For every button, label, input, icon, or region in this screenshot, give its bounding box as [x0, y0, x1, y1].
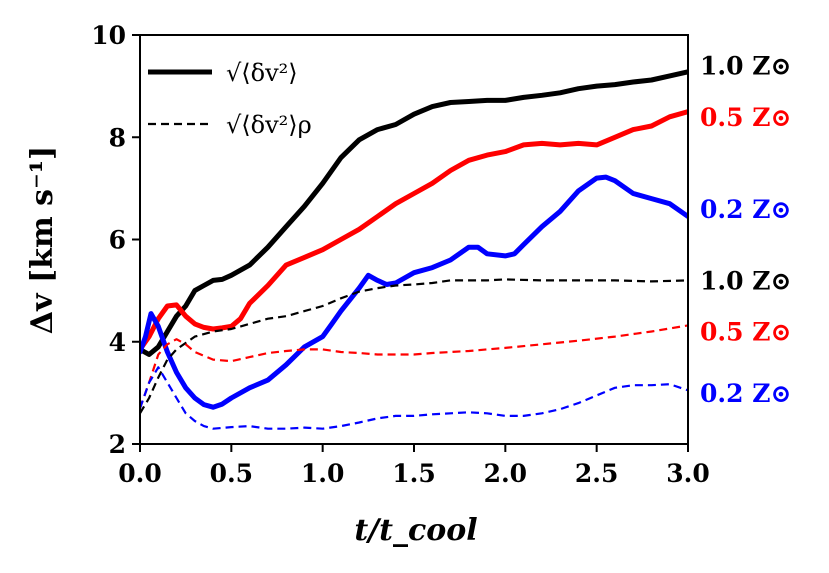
- series-line-1: [140, 69, 688, 357]
- series-line-4: [140, 278, 688, 414]
- series-label-6: 0.2 Z⊙: [700, 379, 791, 408]
- legend-label-solid: √⟨δv²⟩: [226, 59, 298, 87]
- series-label-5: 0.5 Z⊙: [700, 318, 791, 347]
- x-tick-label: 2.0: [484, 459, 528, 488]
- x-axis-title: t/t_cool: [354, 513, 477, 548]
- series-line-6: [140, 366, 688, 430]
- y-tick-label: 10: [91, 21, 126, 50]
- series-line-2: [140, 109, 688, 352]
- series-label-1: 1.0 Z⊙: [700, 52, 791, 81]
- series-label-4: 1.0 Z⊙: [700, 266, 791, 295]
- x-tick-label: 0.5: [210, 459, 254, 488]
- y-tick-label: 2: [109, 430, 126, 459]
- series-line-3: [140, 174, 688, 410]
- x-tick-label: 1.5: [392, 459, 436, 488]
- x-tick-label: 3.0: [666, 459, 710, 488]
- y-tick-label: 4: [109, 328, 126, 357]
- y-tick-label: 6: [109, 226, 126, 255]
- series-lines: [140, 69, 688, 430]
- y-tick-label: 8: [109, 123, 126, 152]
- plot-frame: [139, 34, 689, 445]
- series-label-2: 0.5 Z⊙: [700, 103, 791, 132]
- series-line-5: [140, 324, 688, 409]
- axes: [139, 34, 689, 445]
- right-labels: 1.0 Z⊙ 0.5 Z⊙ 0.2 Z⊙ 1.0 Z⊙ 0.5 Z⊙ 0.2 Z⊙: [700, 52, 791, 408]
- x-tick-label: 2.5: [575, 459, 619, 488]
- series-label-3: 0.2 Z⊙: [700, 195, 791, 224]
- x-tick-label: 0.0: [118, 459, 162, 488]
- legend: √⟨δv²⟩ √⟨δv²⟩ρ: [148, 59, 312, 139]
- y-axis-title: Δv [km s⁻¹]: [25, 146, 60, 334]
- legend-label-dashed: √⟨δv²⟩ρ: [226, 111, 312, 139]
- x-tick-label: 1.0: [301, 459, 345, 488]
- ticks: 0.0 0.5 1.0 1.5 2.0 2.5 3.0 2 4 6 8 10: [91, 21, 710, 488]
